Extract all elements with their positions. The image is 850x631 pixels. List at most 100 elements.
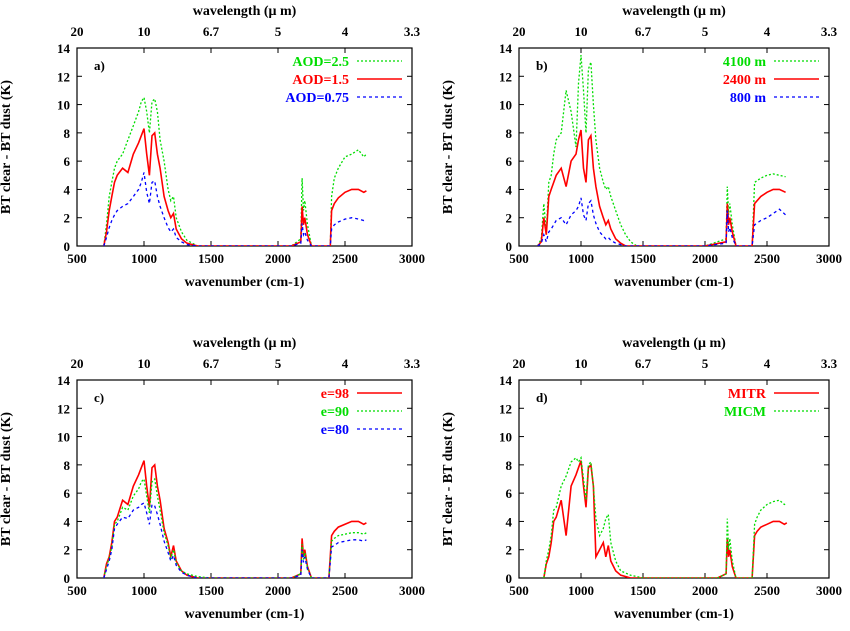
plot-frame	[518, 47, 830, 247]
y-tick-label: 12	[57, 69, 70, 84]
y-tick-label: 10	[57, 98, 70, 113]
x-tick-label: 1000	[568, 583, 594, 598]
series-line-1	[537, 55, 786, 246]
x-tick-label: 2500	[332, 251, 358, 266]
top-tick-label: 5	[275, 24, 282, 39]
y-tick-label: 10	[499, 430, 512, 445]
top-tick-label: 5	[702, 24, 709, 39]
x-tick-label: 2500	[754, 251, 780, 266]
legend-label: MITR	[728, 387, 767, 402]
x-tick-label: 1500	[198, 583, 224, 598]
series-line-3	[103, 502, 367, 578]
series-line-1	[543, 460, 788, 578]
top-tick-label: 5	[275, 356, 282, 371]
x-tick-label: 500	[509, 251, 529, 266]
y-tick-label: 14	[499, 373, 513, 388]
legend-label: e=80	[321, 423, 349, 438]
y-tick-label: 6	[506, 486, 513, 501]
panel-label: a)	[94, 58, 105, 73]
x-tick-label: 3000	[816, 251, 842, 266]
panel-label: d)	[536, 390, 548, 405]
y-tick-label: 6	[64, 154, 71, 169]
top-axis-label: wavelength (μ m)	[622, 336, 726, 351]
legend-label: AOD=0.75	[285, 91, 349, 106]
series-line-1	[103, 95, 367, 246]
y-tick-label: 6	[64, 486, 71, 501]
x-tick-label: 2500	[332, 583, 358, 598]
panel-2: 500 1000 1500 2000 2500 3000 20 10 6.7 5 4 3.3 0 2 4 6 8…	[441, 4, 842, 290]
plot-frame	[76, 379, 413, 579]
x-tick-label: 3000	[399, 583, 425, 598]
series-line-2	[103, 128, 367, 246]
x-tick-label: 1000	[568, 251, 594, 266]
x-tick-label: 1000	[131, 251, 157, 266]
series-line-2	[536, 129, 786, 246]
x-axis-label: wavenumber (cm-1)	[185, 275, 305, 290]
panel-label: c)	[94, 390, 104, 405]
top-tick-label: 10	[575, 356, 588, 371]
x-tick-label: 2000	[265, 583, 291, 598]
y-tick-label: 8	[506, 126, 513, 141]
x-tick-label: 2000	[692, 251, 718, 266]
x-tick-label: 500	[67, 251, 87, 266]
y-tick-label: 10	[499, 98, 512, 113]
x-tick-label: 3000	[816, 583, 842, 598]
top-tick-label: 3.3	[404, 356, 421, 371]
y-tick-label: 2	[506, 211, 513, 226]
y-tick-label: 12	[499, 69, 512, 84]
legend-label: AOD=1.5	[292, 73, 349, 88]
top-axis-label: wavelength (μ m)	[622, 4, 726, 19]
legend-label: 2400 m	[723, 73, 767, 88]
top-tick-label: 6.7	[203, 24, 220, 39]
top-tick-label: 3.3	[821, 24, 838, 39]
series-line-1	[103, 460, 367, 578]
top-tick-label: 20	[71, 356, 84, 371]
x-tick-label: 500	[67, 583, 87, 598]
series-line-2	[103, 477, 367, 578]
top-tick-label: 3.3	[404, 24, 421, 39]
y-tick-label: 8	[64, 126, 71, 141]
legend-label: 800 m	[730, 91, 767, 106]
y-tick-label: 4	[506, 182, 513, 197]
top-tick-label: 10	[575, 24, 588, 39]
top-tick-label: 20	[513, 356, 526, 371]
top-tick-label: 4	[764, 24, 771, 39]
x-tick-label: 2000	[265, 251, 291, 266]
y-tick-label: 0	[64, 239, 71, 254]
top-tick-label: 4	[764, 356, 771, 371]
series-line-2	[543, 455, 788, 578]
top-tick-label: 6.7	[635, 356, 652, 371]
legend-label: AOD=2.5	[292, 55, 349, 70]
y-tick-label: 2	[506, 543, 513, 558]
top-tick-label: 4	[342, 24, 349, 39]
x-axis-label: wavenumber (cm-1)	[614, 607, 734, 622]
top-tick-label: 20	[513, 24, 526, 39]
series-line-3	[537, 197, 787, 246]
y-tick-label: 10	[57, 430, 70, 445]
y-tick-label: 0	[64, 571, 71, 586]
x-tick-label: 1500	[630, 583, 656, 598]
legend-label: e=98	[321, 387, 349, 402]
top-axis-label: wavelength (μ m)	[193, 336, 297, 351]
legend-label: 4100 m	[723, 55, 767, 70]
y-tick-label: 8	[64, 458, 71, 473]
top-tick-label: 4	[342, 356, 349, 371]
x-axis-label: wavenumber (cm-1)	[185, 607, 305, 622]
x-tick-label: 3000	[399, 251, 425, 266]
panel-1: 500 1000 1500 2000 2500 3000 20 10 6.7 5 4 3.3 0 2 4 6 8…	[0, 4, 425, 290]
legend-label: MICM	[724, 405, 766, 420]
y-tick-label: 14	[57, 41, 71, 56]
y-tick-label: 14	[57, 373, 71, 388]
x-tick-label: 1500	[198, 251, 224, 266]
y-tick-label: 4	[64, 182, 71, 197]
top-tick-label: 3.3	[821, 356, 838, 371]
x-tick-label: 2500	[754, 583, 780, 598]
y-tick-label: 4	[64, 514, 71, 529]
y-tick-label: 0	[506, 239, 513, 254]
x-axis-label: wavenumber (cm-1)	[614, 275, 734, 290]
top-tick-label: 6.7	[635, 24, 652, 39]
y-axis-label: BT clear - BT dust (K)	[0, 412, 14, 547]
plot-frame	[76, 47, 413, 247]
y-tick-label: 4	[506, 514, 513, 529]
